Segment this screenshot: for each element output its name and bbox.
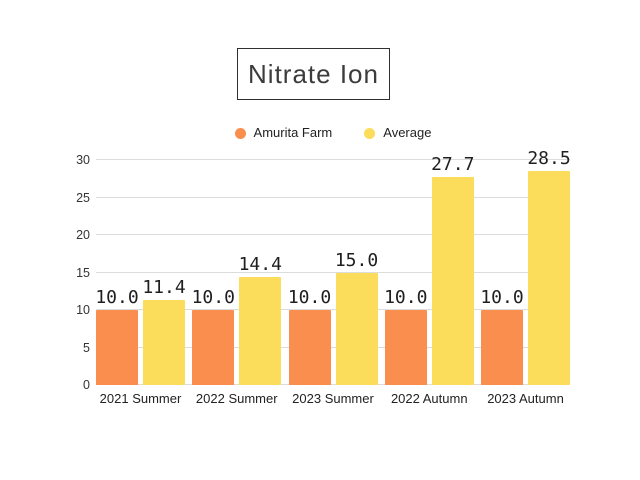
legend-item-amurita-farm: Amurita Farm xyxy=(234,125,333,140)
bar-average-2022-autumn xyxy=(431,177,474,385)
bar-amurita-farm-2023-autumn xyxy=(481,310,523,385)
plot-area: 10.0 11.4 2021 Summer 10.0 14.4 2022 Summer 10… xyxy=(95,150,570,406)
gridline-y-0 xyxy=(96,384,570,385)
value-label-average-2021-summer: 11.4 xyxy=(142,276,186,298)
legend-label-amurita-farm: Amurita Farm xyxy=(253,125,333,140)
y-tick-label-25: 25 xyxy=(76,190,90,205)
chart-title: Nitrate Ion xyxy=(248,58,379,89)
gridline-y-25 xyxy=(96,196,570,198)
gridline-y-30 xyxy=(96,159,570,160)
x-tick-label-2023-autumn: 2023 Autumn xyxy=(487,391,564,406)
y-axis: 0 5 10 15 20 25 30 xyxy=(50,153,90,392)
y-tick-label-10: 10 xyxy=(76,303,90,317)
y-tick-label-5: 5 xyxy=(83,340,90,355)
value-label-average-2023-summer: 15.0 xyxy=(334,249,379,271)
bar-average-2022-summer xyxy=(239,277,282,385)
value-label-average-2023-autumn: 28.5 xyxy=(527,148,571,170)
gridline-y-15 xyxy=(96,271,570,273)
value-label-average-2022-autumn: 27.7 xyxy=(431,154,475,176)
chart-legend: Amurita Farm Average xyxy=(96,124,570,142)
legend-dot-average xyxy=(364,127,376,139)
gridline-y-20 xyxy=(96,234,570,235)
x-tick-label-2023-summer: 2023 Summer xyxy=(292,391,374,406)
y-tick-label-30: 30 xyxy=(76,153,90,167)
value-label-amurita-farm-2023-autumn: 10.0 xyxy=(480,287,524,308)
legend-label-average: Average xyxy=(383,125,432,140)
bar-average-2023-autumn xyxy=(528,171,570,385)
value-label-amurita-farm-2023-summer: 10.0 xyxy=(287,287,332,308)
value-label-amurita-farm-2022-autumn: 10.0 xyxy=(384,287,428,308)
bar-amurita-farm-2021-summer xyxy=(96,310,138,385)
x-tick-label-2022-autumn: 2022 Autumn xyxy=(390,391,468,406)
value-label-average-2022-summer: 14.4 xyxy=(238,254,282,275)
bar-average-2021-summer xyxy=(143,299,185,385)
value-label-amurita-farm-2022-summer: 10.0 xyxy=(191,287,235,308)
chart-title-box: Nitrate Ion xyxy=(237,48,390,100)
bar-amurita-farm-2023-summer xyxy=(288,310,331,385)
y-tick-label-15: 15 xyxy=(76,265,90,280)
value-label-amurita-farm-2021-summer: 10.0 xyxy=(95,287,139,308)
x-tick-label-2022-summer: 2022 Summer xyxy=(195,391,278,406)
x-tick-label-2021-summer: 2021 Summer xyxy=(99,391,182,406)
gridline-y-5 xyxy=(96,346,570,348)
y-tick-label-20: 20 xyxy=(76,228,90,242)
bar-average-2023-summer xyxy=(335,272,378,385)
y-tick-label-0: 0 xyxy=(83,378,90,392)
bar-amurita-farm-2022-summer xyxy=(192,310,235,385)
bar-amurita-farm-2022-autumn xyxy=(384,310,427,385)
legend-item-average: Average xyxy=(364,126,431,140)
gridline-y-10 xyxy=(96,309,570,310)
legend-dot-amurita-farm xyxy=(234,127,246,139)
